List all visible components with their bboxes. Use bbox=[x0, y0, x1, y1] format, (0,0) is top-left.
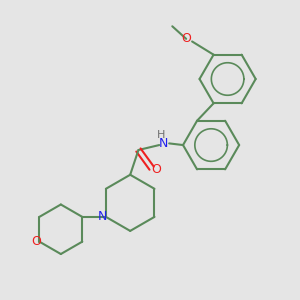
Text: N: N bbox=[158, 137, 168, 150]
Text: O: O bbox=[152, 163, 161, 176]
Text: O: O bbox=[181, 32, 191, 45]
Text: H: H bbox=[158, 130, 166, 140]
Text: N: N bbox=[98, 210, 107, 224]
Text: O: O bbox=[31, 235, 41, 248]
